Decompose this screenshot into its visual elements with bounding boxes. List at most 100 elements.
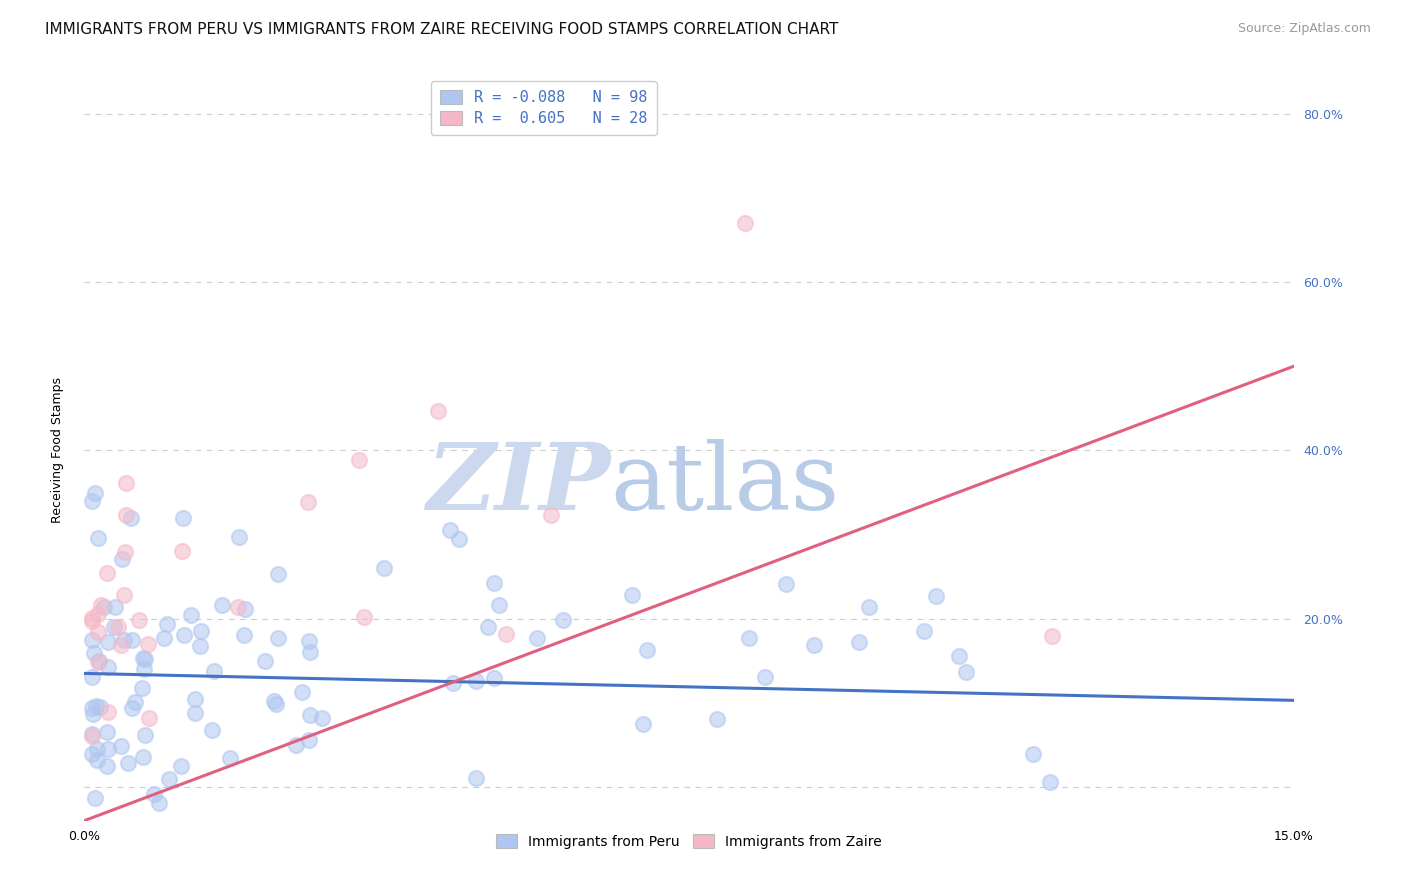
Point [1040,628,1063,642]
Point [803,638,825,652]
Point [706,712,728,726]
Point [1022,747,1045,762]
Point [128,613,150,627]
Point [621,589,644,603]
Point [188,639,211,653]
Point [84,485,107,500]
Point [111,551,134,566]
Text: Source: ZipAtlas.com: Source: ZipAtlas.com [1237,22,1371,36]
Point [488,598,510,612]
Point [86,698,108,713]
Point [631,716,654,731]
Point [264,697,287,711]
Point [117,756,139,770]
Point [136,637,159,651]
Text: ZIP: ZIP [426,439,610,529]
Point [441,676,464,690]
Point [110,638,132,652]
Point [96,566,118,581]
Point [89,700,111,714]
Point [82,747,104,761]
Point [738,631,761,645]
Point [190,624,212,638]
Point [848,635,870,649]
Point [201,723,224,738]
Point [202,665,225,679]
Point [228,530,250,544]
Point [925,589,948,603]
Point [858,599,880,614]
Point [169,759,191,773]
Point [495,626,517,640]
Point [233,628,256,642]
Point [134,652,156,666]
Point [97,742,120,756]
Point [173,628,195,642]
Point [107,620,129,634]
Point [82,706,104,721]
Point [86,531,108,545]
Point [97,705,120,719]
Point [477,620,499,634]
Point [157,772,180,786]
Point [82,727,104,741]
Point [482,576,505,591]
Point [87,655,110,669]
Point [112,588,135,602]
Point [82,614,104,628]
Point [1039,775,1062,789]
Point [86,754,108,768]
Point [120,511,142,525]
Text: IMMIGRANTS FROM PERU VS IMMIGRANTS FROM ZAIRE RECEIVING FOOD STAMPS CORRELATION : IMMIGRANTS FROM PERU VS IMMIGRANTS FROM … [45,22,838,37]
Point [87,607,110,621]
Point [447,532,470,546]
Point [148,796,170,810]
Point [121,701,143,715]
Point [115,508,138,522]
Point [152,631,174,645]
Point [184,706,207,720]
Point [955,665,977,679]
Point [82,494,104,508]
Point [298,707,321,722]
Point [115,476,138,491]
Point [124,695,146,709]
Point [263,694,285,708]
Point [132,749,155,764]
Point [156,616,179,631]
Point [132,662,155,676]
Point [254,654,277,668]
Point [96,724,118,739]
Point [86,742,108,756]
Point [299,645,322,659]
Point [114,545,136,559]
Point [912,624,935,638]
Point [184,692,207,706]
Point [132,651,155,665]
Point [267,567,290,582]
Point [104,600,127,615]
Point [82,701,104,715]
Point [298,633,321,648]
Point [775,577,797,591]
Point [218,751,240,765]
Point [110,739,132,753]
Point [267,631,290,645]
Point [465,771,488,785]
Legend: Immigrants from Peru, Immigrants from Zaire: Immigrants from Peru, Immigrants from Za… [491,829,887,855]
Point [233,602,256,616]
Point [90,598,112,612]
Point [353,610,375,624]
Text: atlas: atlas [610,439,839,529]
Point [754,670,776,684]
Point [143,788,166,802]
Point [180,608,202,623]
Point [96,759,118,773]
Point [138,710,160,724]
Point [285,738,308,752]
Point [82,611,104,625]
Point [291,685,314,699]
Y-axis label: Receiving Food Stamps: Receiving Food Stamps [51,377,63,524]
Point [439,524,461,538]
Point [482,671,505,685]
